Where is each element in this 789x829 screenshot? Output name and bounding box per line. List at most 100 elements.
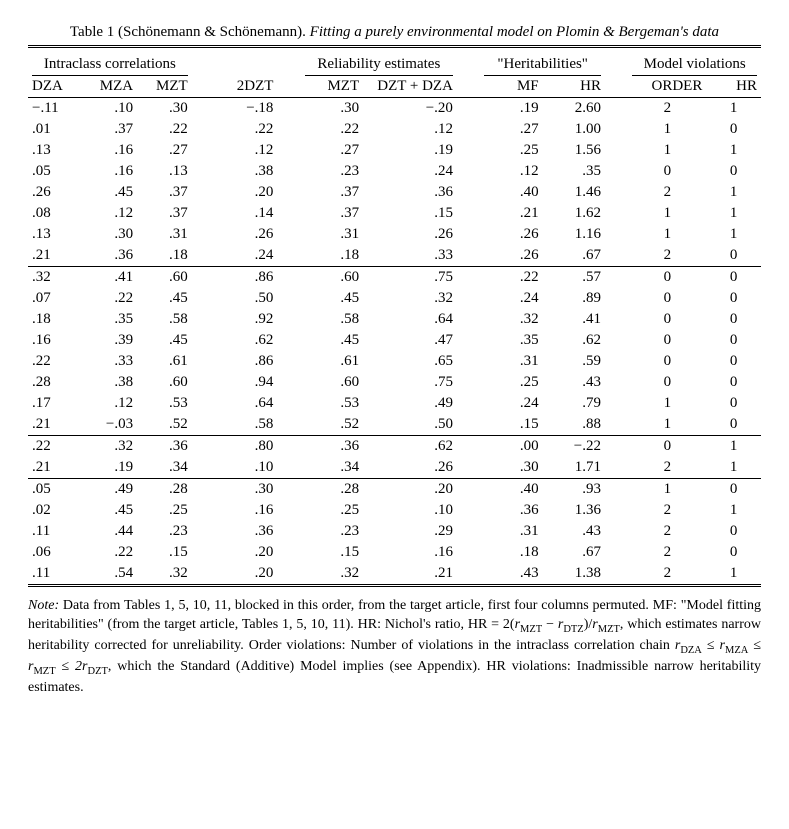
- cell: 0: [706, 479, 761, 501]
- table-row: .13.16.27.12.27.19.251.5611: [28, 140, 761, 161]
- cell: .53: [137, 393, 192, 414]
- cell: .10: [363, 500, 457, 521]
- cell: .49: [363, 393, 457, 414]
- cell: .44: [83, 521, 138, 542]
- cell: .12: [215, 140, 277, 161]
- table-row: .22.32.36.80.36.62.00−.2201: [28, 436, 761, 458]
- cell: .32: [480, 309, 542, 330]
- cell: .43: [543, 521, 605, 542]
- cell: .67: [543, 245, 605, 267]
- cell: 2.60: [543, 98, 605, 120]
- cell: .22: [28, 351, 83, 372]
- cell: .10: [83, 98, 138, 120]
- cell: 2: [628, 98, 706, 120]
- cell: .31: [301, 224, 363, 245]
- cell: .10: [215, 457, 277, 479]
- cell: .22: [28, 436, 83, 458]
- cell: .28: [137, 479, 192, 501]
- cell: 1: [706, 224, 761, 245]
- table-row: .02.45.25.16.25.10.361.3621: [28, 500, 761, 521]
- cell: .38: [215, 161, 277, 182]
- cell: .18: [137, 245, 192, 267]
- cell: .33: [363, 245, 457, 267]
- cell: .80: [215, 436, 277, 458]
- cell: .61: [301, 351, 363, 372]
- cell: .58: [215, 414, 277, 436]
- cell: .17: [28, 393, 83, 414]
- cell: .60: [301, 267, 363, 289]
- cell: .32: [301, 563, 363, 586]
- caption-title: Fitting a purely environmental model on …: [310, 24, 719, 40]
- table-body: −.11.10.30−.18.30−.20.192.6021.01.37.22.…: [28, 98, 761, 586]
- cell: .22: [83, 542, 138, 563]
- cell: .30: [83, 224, 138, 245]
- cell: .13: [28, 224, 83, 245]
- cell: .41: [543, 309, 605, 330]
- cell: .07: [28, 288, 83, 309]
- cell: .18: [480, 542, 542, 563]
- cell: .52: [137, 414, 192, 436]
- cell: .18: [301, 245, 363, 267]
- cell: 1: [706, 500, 761, 521]
- col-dztdza: DZT + DZA: [363, 76, 457, 98]
- cell: 1: [628, 119, 706, 140]
- cell: .62: [215, 330, 277, 351]
- cell: .28: [28, 372, 83, 393]
- cell: .24: [215, 245, 277, 267]
- cell: 0: [628, 436, 706, 458]
- cell: .21: [28, 414, 83, 436]
- cell: 0: [628, 351, 706, 372]
- cell: .58: [137, 309, 192, 330]
- cell: .25: [301, 500, 363, 521]
- cell: .43: [480, 563, 542, 586]
- cell: .05: [28, 479, 83, 501]
- cell: .61: [137, 351, 192, 372]
- cell: .12: [480, 161, 542, 182]
- cell: .37: [301, 182, 363, 203]
- group-violations: Model violations: [628, 54, 761, 76]
- cell: .45: [83, 500, 138, 521]
- cell: .38: [83, 372, 138, 393]
- table-row: .05.16.13.38.23.24.12.3500: [28, 161, 761, 182]
- cell: .45: [137, 330, 192, 351]
- col-mzt2: MZT: [301, 76, 363, 98]
- col-2dzt: 2DZT: [215, 76, 277, 98]
- cell: 0: [628, 330, 706, 351]
- cell: .11: [28, 521, 83, 542]
- cell: .35: [543, 161, 605, 182]
- cell: 0: [706, 414, 761, 436]
- cell: .54: [83, 563, 138, 586]
- cell: 2: [628, 182, 706, 203]
- cell: .18: [28, 309, 83, 330]
- table-row: .32.41.60.86.60.75.22.5700: [28, 267, 761, 289]
- cell: .45: [301, 288, 363, 309]
- cell: 0: [706, 372, 761, 393]
- cell: .36: [363, 182, 457, 203]
- cell: 1: [706, 203, 761, 224]
- cell: .20: [215, 182, 277, 203]
- cell: .86: [215, 351, 277, 372]
- cell: .14: [215, 203, 277, 224]
- cell: 0: [706, 330, 761, 351]
- cell: 0: [628, 309, 706, 330]
- table-row: .01.37.22.22.22.12.271.0010: [28, 119, 761, 140]
- cell: .12: [363, 119, 457, 140]
- cell: .36: [215, 521, 277, 542]
- cell: 1: [706, 140, 761, 161]
- table-row: .16.39.45.62.45.47.35.6200: [28, 330, 761, 351]
- cell: 2: [628, 245, 706, 267]
- cell: .19: [83, 457, 138, 479]
- cell: .20: [215, 542, 277, 563]
- cell: 1: [628, 393, 706, 414]
- table-row: .07.22.45.50.45.32.24.8900: [28, 288, 761, 309]
- cell: .26: [363, 224, 457, 245]
- cell: .47: [363, 330, 457, 351]
- cell: .12: [83, 203, 138, 224]
- table-row: .11.54.32.20.32.21.431.3821: [28, 563, 761, 586]
- cell: .26: [480, 224, 542, 245]
- cell: .00: [480, 436, 542, 458]
- cell: .40: [480, 479, 542, 501]
- cell: .58: [301, 309, 363, 330]
- cell: 1.56: [543, 140, 605, 161]
- cell: .26: [480, 245, 542, 267]
